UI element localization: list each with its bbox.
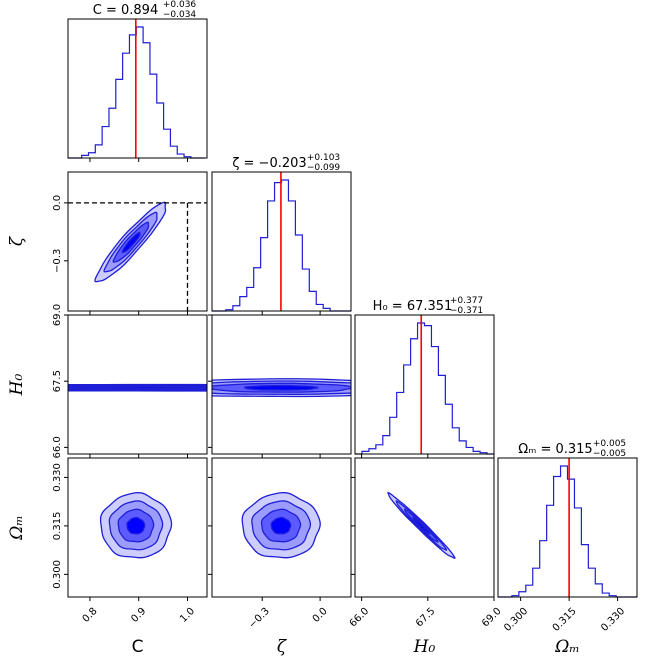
contour-group-H0-Om: [387, 491, 456, 559]
x-axis-label-C: C: [132, 637, 144, 657]
contour-panel-C-Om: [67, 457, 208, 598]
y-tick-label-zeta: −0.3: [52, 249, 63, 273]
contour-group-C-zeta: [94, 201, 167, 283]
contour-level-1: [412, 516, 431, 535]
contour-group-C-Om: [99, 491, 173, 559]
x-tick-label-H0: 67.5: [414, 606, 438, 630]
x-tick-label-C: 0.9: [129, 606, 148, 625]
x-axis-label-Om: Ωₘ: [554, 637, 580, 657]
x-tick-label-Om: 0.315: [551, 606, 579, 634]
x-tick-label-H0: 66.0: [348, 606, 372, 630]
contour-level-1: [68, 386, 207, 390]
histogram-panel-C: [67, 18, 208, 159]
panels-layer: [64, 18, 638, 601]
histogram-H0: [355, 322, 494, 455]
histogram-panel-zeta: [211, 171, 352, 312]
y-tick-label-H0: 69.0: [52, 304, 63, 326]
title-plus-H0: +0.377: [450, 296, 483, 306]
x-tick-label-Om: 0.300: [502, 606, 530, 634]
x-axis-label-H0: H₀: [413, 637, 436, 657]
contour-level-1: [270, 516, 292, 535]
histogram-Om: [498, 465, 637, 598]
x-tick-label-zeta: −0.3: [247, 606, 272, 631]
y-tick-label-H0: 66.0: [52, 436, 63, 458]
title-minus-H0: −0.371: [450, 306, 483, 316]
title-minus-Om: −0.005: [593, 449, 626, 459]
contour-panel-zeta-H0: [211, 314, 352, 455]
x-tick-label-C: 0.8: [81, 606, 100, 625]
y-axis-label-H0: H₀: [7, 373, 27, 396]
title-minus-C: −0.034: [163, 10, 197, 20]
y-axis-label-Om: Ωₘ: [7, 515, 27, 541]
title-plus-Om: +0.005: [593, 439, 626, 449]
title-Om: Ωₘ = 0.315: [518, 442, 592, 457]
x-tick-label-H0: 69.0: [480, 606, 504, 630]
title-zeta: ζ = −0.203: [232, 156, 306, 171]
y-tick-label-zeta: 0.0: [52, 195, 63, 211]
y-tick-label-Om: 0.315: [52, 512, 63, 541]
x-tick-label-zeta: 0.0: [311, 606, 330, 625]
y-tick-label-H0: 67.5: [52, 370, 63, 392]
contour-level-1: [121, 231, 141, 253]
contour-level-1: [126, 516, 146, 535]
contour-level-1: [243, 384, 319, 391]
contour-panel-C-zeta: [67, 171, 208, 312]
histogram-panel-H0: [354, 314, 495, 455]
y-tick-label-Om: 0.330: [52, 463, 63, 492]
title-plus-zeta: +0.103: [307, 153, 340, 163]
x-tick-label-C: 1.0: [178, 606, 197, 625]
y-tick-label-Om: 0.300: [52, 560, 63, 589]
title-H0: H₀ = 67.351: [373, 299, 453, 314]
title-plus-C: +0.036: [163, 0, 197, 10]
contour-panel-H0-Om: [354, 457, 495, 598]
contour-group-zeta-Om: [241, 491, 321, 559]
title-minus-zeta: −0.099: [307, 163, 341, 173]
x-axis-label-zeta: ζ: [277, 637, 288, 657]
contour-panel-C-H0: [67, 314, 208, 455]
y-axis-label-zeta: ζ: [7, 235, 27, 246]
contour-group-C-H0: [68, 383, 207, 392]
contour-panel-zeta-Om: [211, 457, 352, 598]
title-C: C = 0.894: [93, 3, 158, 18]
x-tick-label-Om: 0.330: [599, 606, 627, 634]
histogram-panel-Om: [497, 457, 638, 598]
